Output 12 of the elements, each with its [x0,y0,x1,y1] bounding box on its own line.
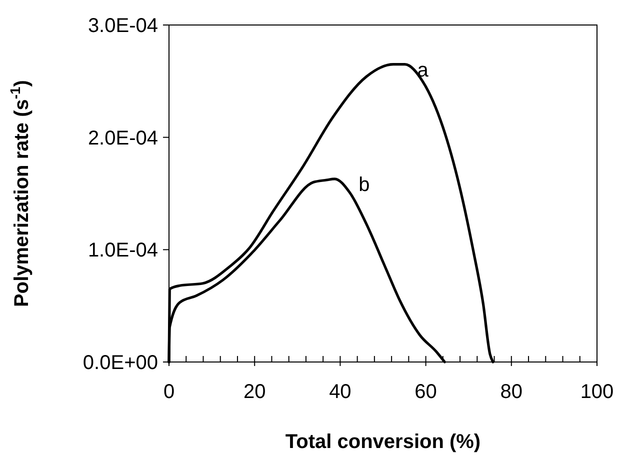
y-tick-label: 1.0E-04 [88,240,158,262]
y-tick-label: 3.0E-04 [88,15,158,37]
y-tick-label: 0.0E+00 [82,352,158,374]
x-tick-label: 0 [163,381,175,403]
x-tick-label: 40 [329,381,352,403]
x-axis-title: Total conversion (%) [285,431,481,453]
x-tick-label: 100 [580,381,614,403]
series-label: b [358,174,370,196]
x-tick-label: 60 [414,381,437,403]
x-tick-label: 80 [500,381,523,403]
x-tick-label: 20 [243,381,266,403]
y-tick-label: 2.0E-04 [88,127,158,150]
